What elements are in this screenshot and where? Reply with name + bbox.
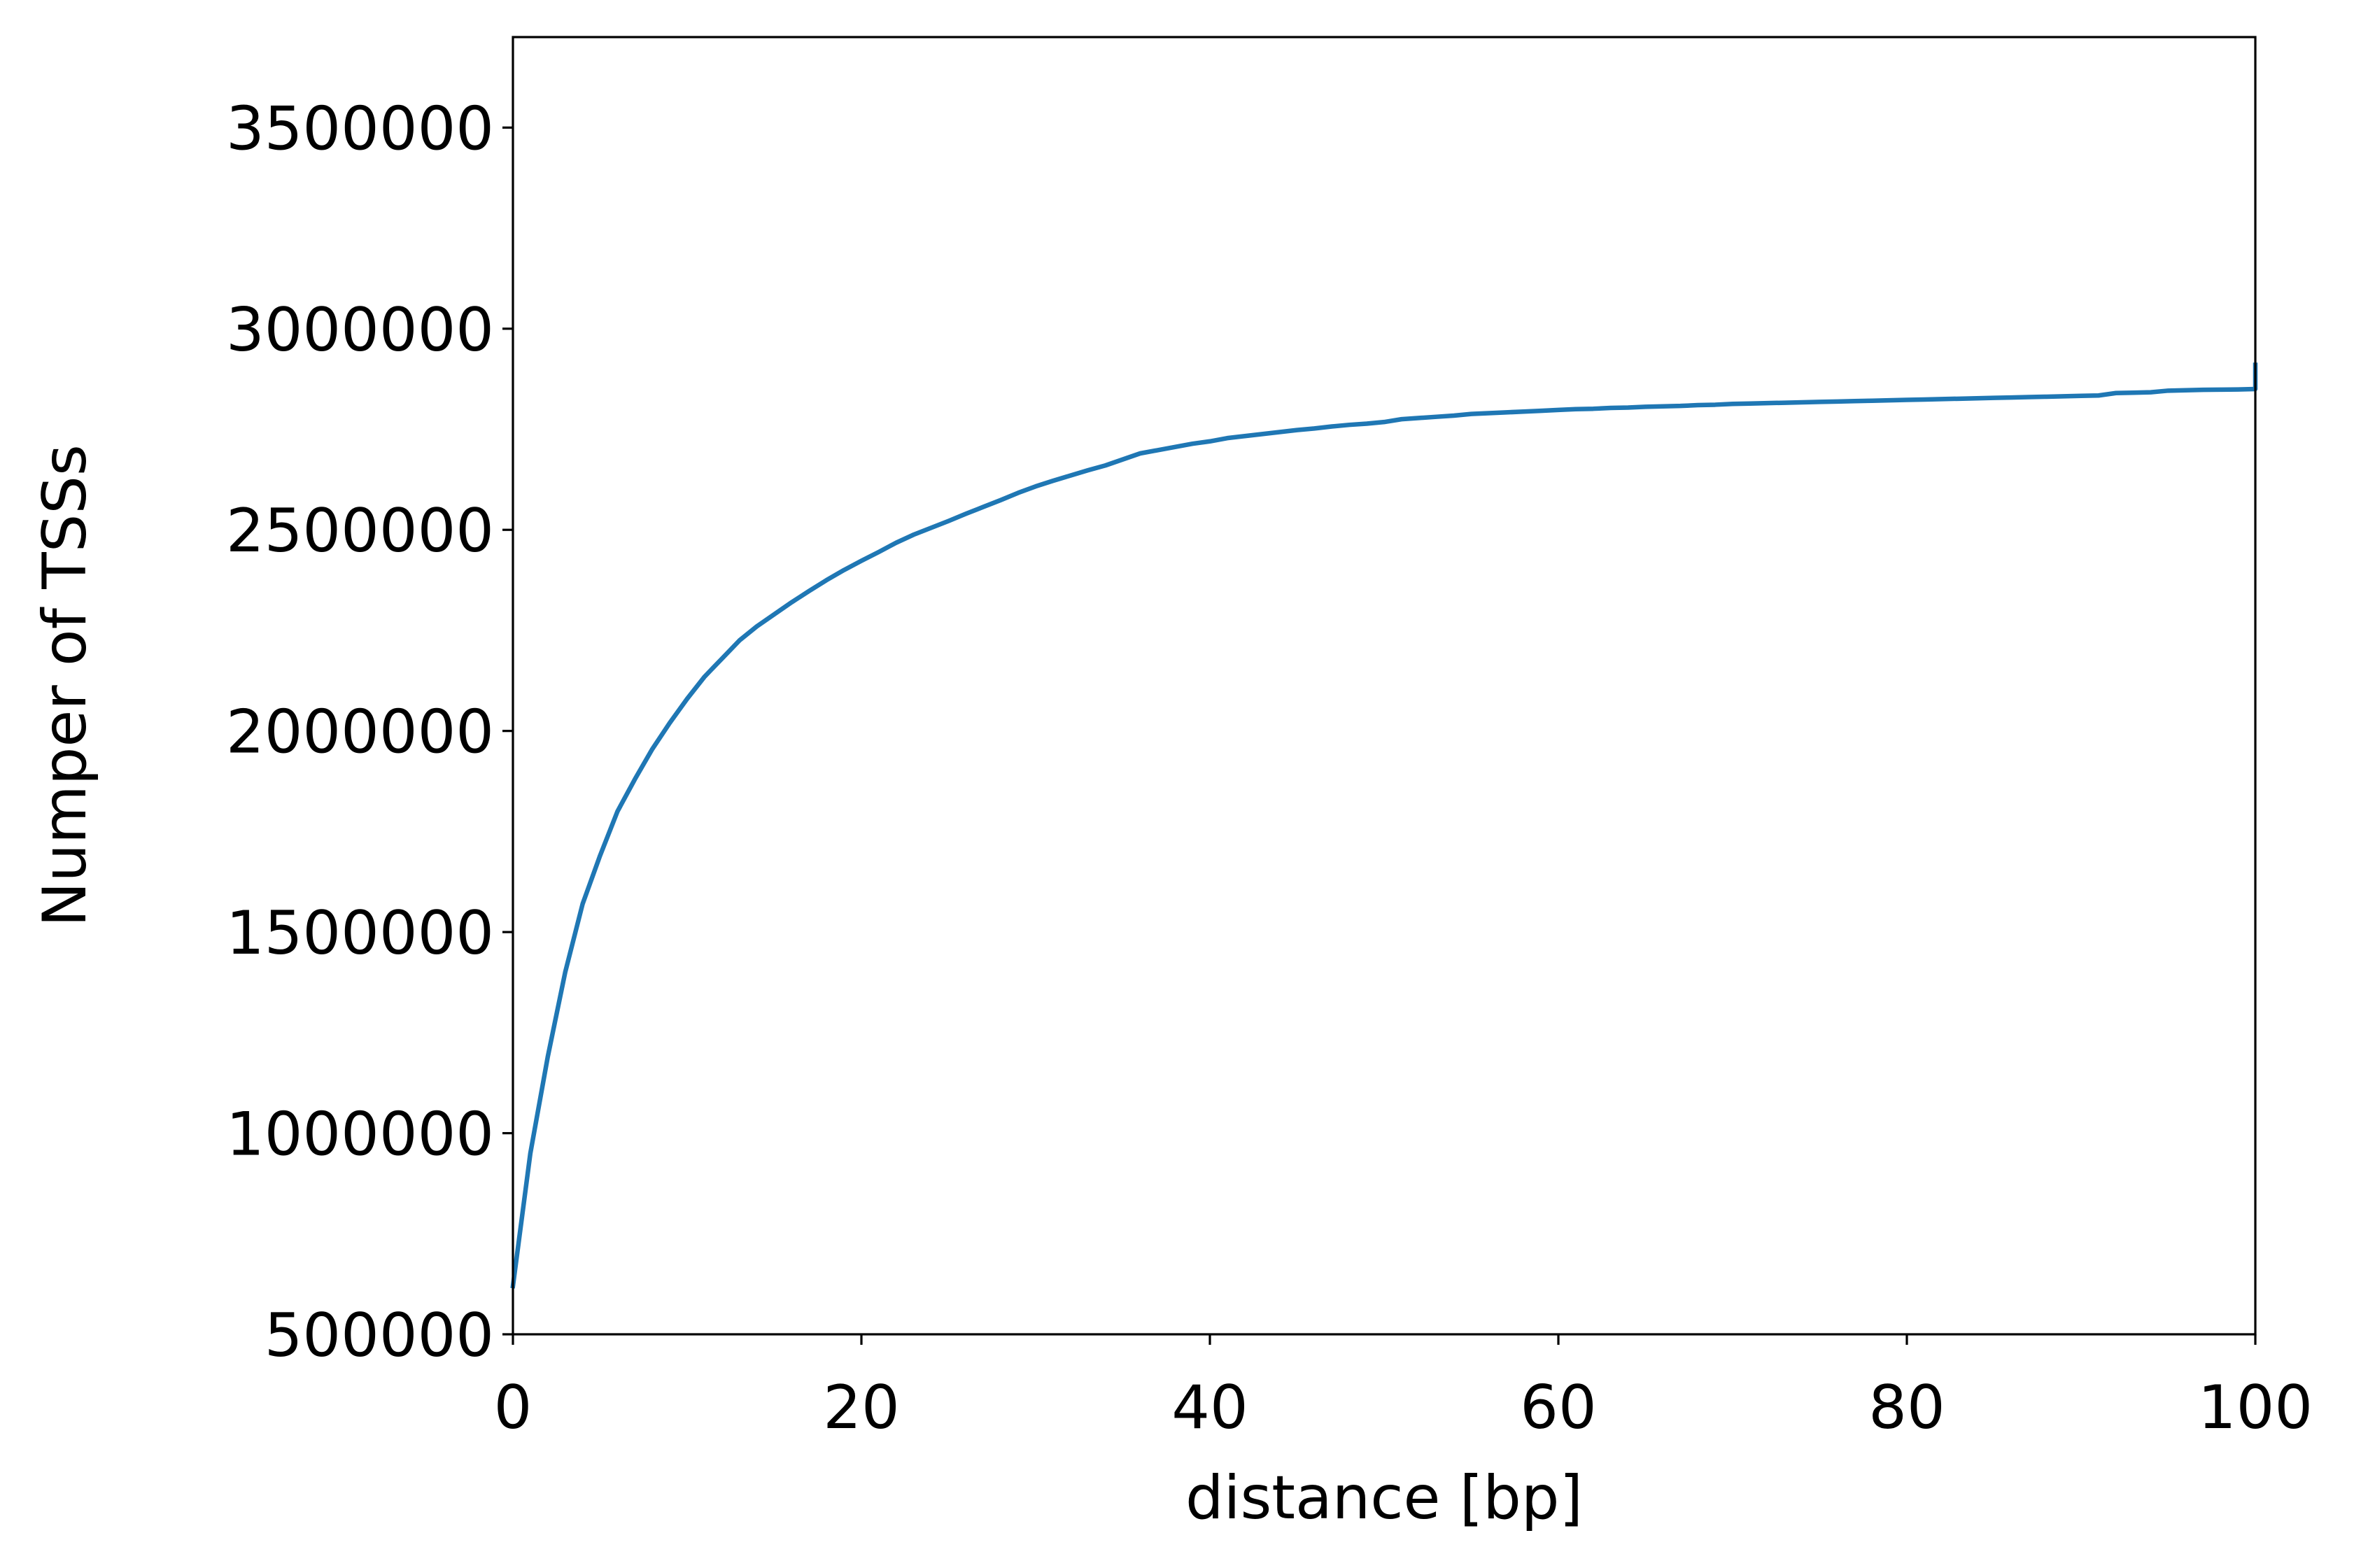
y-tick-label: 1000000 bbox=[226, 1100, 494, 1170]
x-tick-label: 100 bbox=[2198, 1373, 2313, 1443]
x-tick-label: 20 bbox=[823, 1373, 899, 1443]
x-tick-label: 80 bbox=[1868, 1373, 1945, 1443]
x-axis-label: distance [bp] bbox=[1185, 1463, 1583, 1533]
x-tick-label: 60 bbox=[1520, 1373, 1596, 1443]
y-tick-label: 3500000 bbox=[226, 94, 494, 164]
y-tick-label: 500000 bbox=[265, 1301, 494, 1371]
plot-area bbox=[513, 37, 2255, 1334]
y-axis-label: Numper of TSSs bbox=[30, 444, 100, 927]
y-tick-label: 2500000 bbox=[226, 496, 494, 566]
x-tick-label: 40 bbox=[1171, 1373, 1248, 1443]
x-axis-ticks: 0 20 40 60 80 100 bbox=[494, 1334, 2313, 1443]
y-tick-label: 1500000 bbox=[226, 898, 494, 968]
y-tick-label: 3000000 bbox=[226, 295, 494, 365]
y-axis-ticks: 500000 1000000 1500000 2000000 2500000 300000… bbox=[226, 94, 513, 1371]
x-tick-label: 0 bbox=[494, 1373, 533, 1443]
y-tick-label: 2000000 bbox=[226, 698, 494, 768]
